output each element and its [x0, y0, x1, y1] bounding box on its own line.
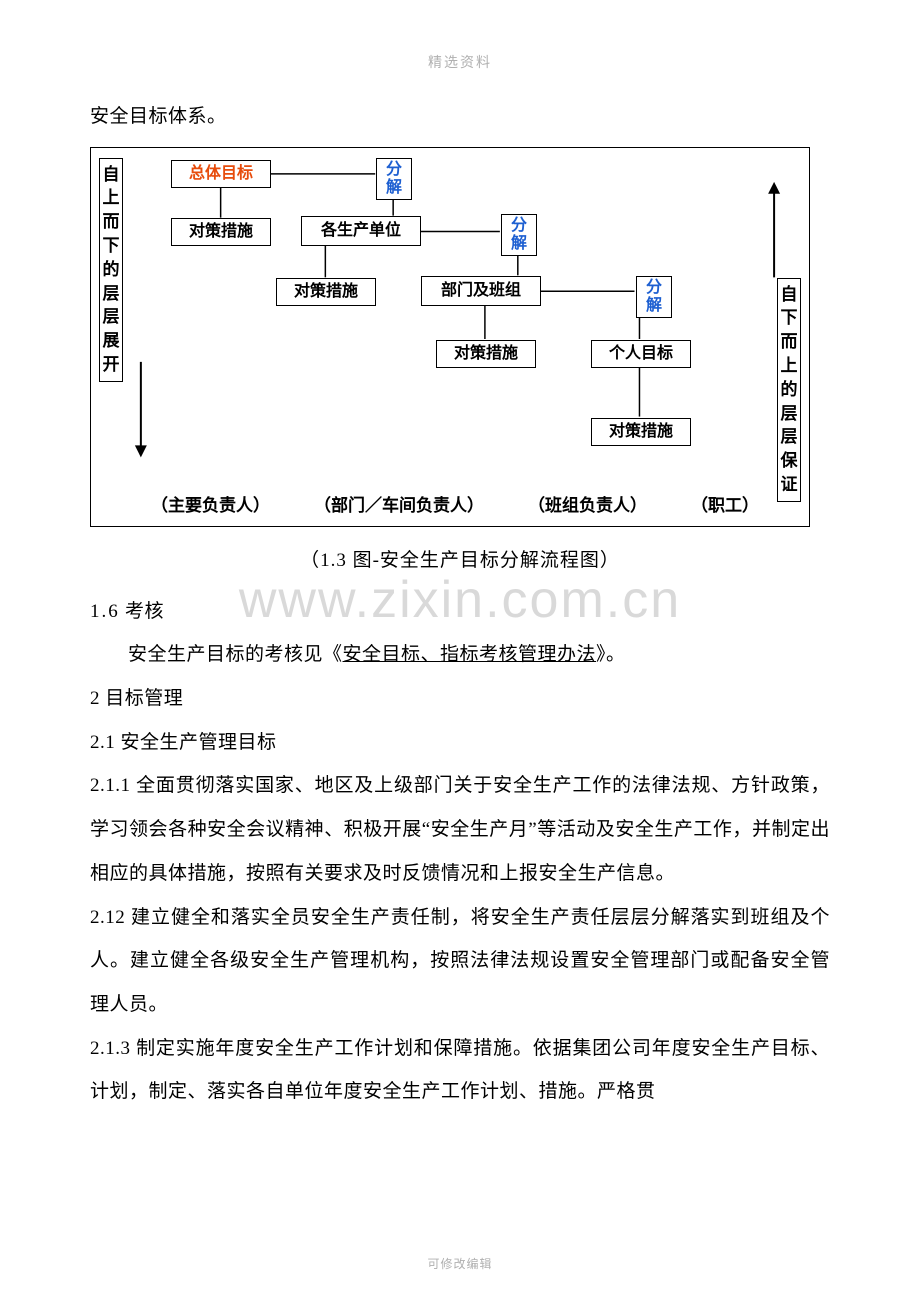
flowchart-diagram: 自上而下的层层展开 自下而上的层层保证 总体目标 分解 对策措施 各生产单位 分… [90, 147, 810, 527]
right-vertical-label: 自下而上的层层保证 [777, 278, 801, 502]
page-header: 精选资料 [428, 52, 492, 72]
section-num-1-6: 1.6 [90, 601, 120, 622]
section-title-1-6: 考核 [125, 601, 164, 622]
diagram-caption: （1.3 图-安全生产目标分解流程图） [90, 545, 830, 572]
node-dept-goal: 部门及班组 [421, 276, 541, 306]
node-unit-goal: 各生产单位 [301, 216, 421, 246]
left-vertical-label: 自上而下的层层展开 [99, 158, 123, 382]
node-decompose-2: 分解 [501, 214, 537, 256]
role-1: （主要负责人） [151, 491, 270, 516]
section-1-6-body: 安全生产目标的考核见《安全目标、指标考核管理办法》。 [90, 633, 830, 677]
node-measures-2: 对策措施 [276, 278, 376, 306]
flowchart-lines [91, 148, 809, 526]
node-measures-3: 对策措施 [436, 340, 536, 368]
node-overall-goal: 总体目标 [171, 160, 271, 188]
para-2-1-1: 2.1.1 全面贯彻落实国家、地区及上级部门关于安全生产工作的法律法规、方针政策… [90, 764, 830, 895]
role-2: （部门／车间负责人） [314, 491, 484, 516]
role-3: （班组负责人） [528, 491, 647, 516]
section-1-6-heading: 1.6 考核 [90, 590, 830, 634]
para-2-1-3: 2.1.3 制定实施年度安全生产工作计划和保障措施。依据集团公司年度安全生产目标… [90, 1027, 830, 1114]
node-decompose-3: 分解 [636, 276, 672, 318]
section-2-1-heading: 2.1 安全生产管理目标 [90, 721, 830, 765]
text-before-link: 安全生产目标的考核见《 [128, 644, 343, 665]
document-body: 安全目标体系。 自上而下的层层展开 自下而上的层层保证 总体目标 分解 对策措施… [90, 95, 830, 1114]
para-2-12: 2.12 建立健全和落实全员安全生产责任制，将安全生产责任层层分解落实到班组及个… [90, 896, 830, 1027]
doc-reference-link: 安全目标、指标考核管理办法 [343, 644, 597, 665]
text-after-link: 》。 [596, 644, 626, 665]
node-personal-goal: 个人目标 [591, 340, 691, 368]
intro-line: 安全目标体系。 [90, 95, 830, 139]
section-2-heading: 2 目标管理 [90, 677, 830, 721]
node-decompose-1: 分解 [376, 158, 412, 200]
role-4: （职工） [691, 491, 759, 516]
page-footer: 可修改编辑 [427, 1255, 492, 1272]
node-measures-1: 对策措施 [171, 218, 271, 246]
node-measures-4: 对策措施 [591, 418, 691, 446]
role-labels-row: （主要负责人） （部门／车间负责人） （班组负责人） （职工） [151, 491, 759, 516]
